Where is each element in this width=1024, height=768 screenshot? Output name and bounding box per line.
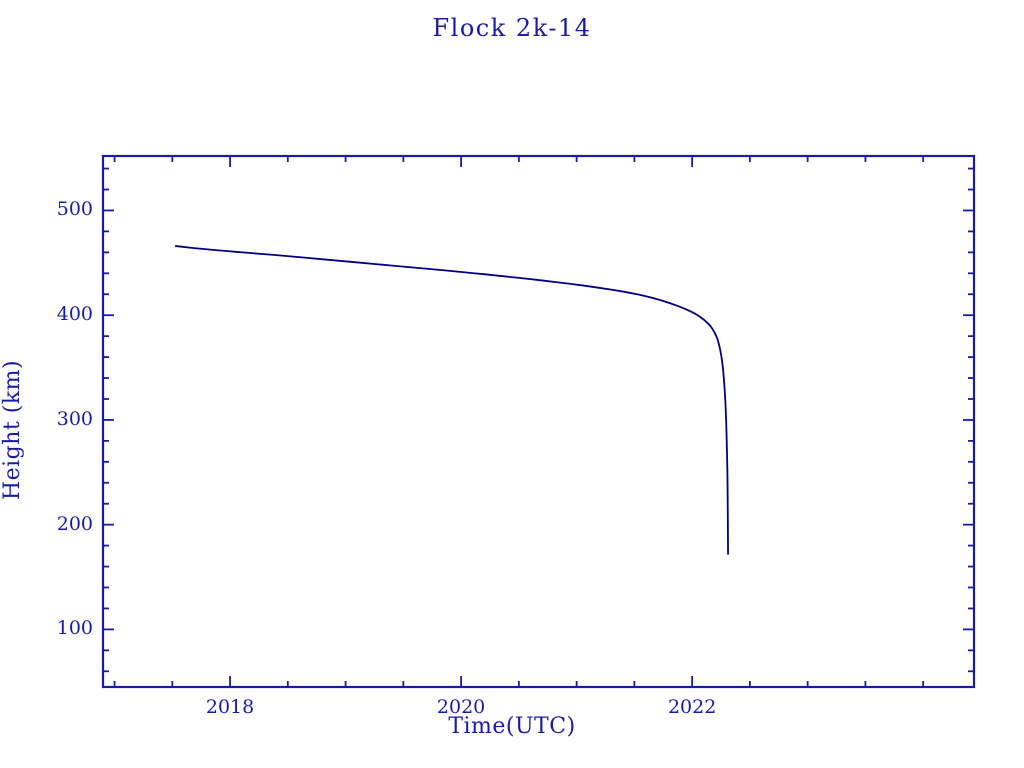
y-tick-label: 300	[56, 407, 93, 430]
data-series	[174, 245, 729, 555]
y-tick-label: 500	[56, 198, 93, 221]
y-tick-label: 400	[56, 303, 93, 326]
axis-ticks	[103, 156, 974, 687]
y-tick-label: 100	[56, 617, 93, 640]
series-line-0	[174, 245, 729, 555]
x-tick-label: 2022	[667, 696, 717, 718]
y-axis-label: Height (km)	[0, 359, 25, 501]
x-axis-label: Time(UTC)	[448, 714, 576, 739]
chart-title: Flock 2k-14	[432, 14, 592, 42]
plot-frame	[101, 154, 976, 689]
y-tick-label: 200	[56, 512, 93, 535]
x-tick-label: 2018	[205, 696, 255, 718]
x-tick-label: 2020	[436, 696, 486, 718]
